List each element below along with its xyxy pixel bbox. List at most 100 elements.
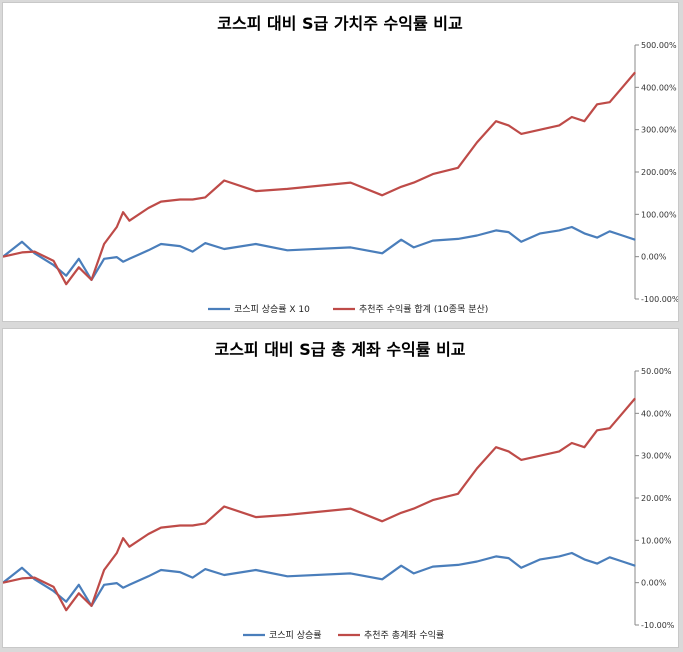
data-point bbox=[495, 120, 497, 122]
data-point bbox=[495, 229, 497, 232]
data-point bbox=[116, 582, 118, 584]
data-point bbox=[223, 248, 225, 250]
y-tick-label: -10.00% bbox=[641, 621, 675, 630]
data-point bbox=[634, 565, 636, 567]
y-tick-label: 0.00% bbox=[641, 579, 667, 588]
data-point bbox=[160, 527, 162, 529]
data-point bbox=[255, 516, 257, 518]
data-point bbox=[65, 601, 67, 603]
data-point bbox=[413, 507, 415, 510]
y-tick-label: -100.00% bbox=[641, 295, 678, 304]
data-point bbox=[65, 283, 67, 285]
data-point bbox=[432, 565, 434, 568]
data-point bbox=[78, 584, 80, 586]
legend-label: 추천주 총계좌 수익률 bbox=[364, 629, 444, 641]
data-point bbox=[508, 450, 510, 453]
data-point bbox=[90, 279, 93, 281]
y-tick-label: 400.00% bbox=[641, 83, 677, 92]
data-point bbox=[128, 220, 130, 222]
data-point bbox=[3, 256, 4, 258]
data-point bbox=[90, 605, 93, 607]
data-point bbox=[160, 243, 162, 245]
series-line-0 bbox=[3, 551, 636, 607]
data-point bbox=[457, 167, 459, 169]
data-point bbox=[596, 563, 598, 565]
data-point bbox=[122, 261, 124, 263]
data-point bbox=[583, 446, 586, 448]
data-point bbox=[558, 555, 560, 558]
data-point bbox=[147, 249, 149, 251]
data-point bbox=[147, 207, 149, 209]
data-point bbox=[192, 198, 194, 201]
data-point bbox=[476, 141, 478, 143]
data-point bbox=[381, 520, 383, 522]
data-point bbox=[21, 567, 23, 569]
chart-total-account: 코스피 대비 S급 총 계좌 수익률 비교 50.00% 40.00% 30.00% 2… bbox=[3, 340, 675, 641]
data-point bbox=[78, 266, 80, 268]
data-point bbox=[381, 194, 383, 196]
data-point bbox=[223, 505, 225, 508]
data-point bbox=[609, 556, 611, 558]
y-tick-label: 30.00% bbox=[641, 452, 672, 461]
data-point bbox=[34, 576, 36, 579]
chart-value-stocks: 코스피 대비 S급 가치주 수익률 비교 500.00% 400.00% 300.00… bbox=[3, 14, 678, 315]
data-point bbox=[476, 234, 478, 237]
data-point bbox=[457, 238, 459, 240]
data-point bbox=[457, 564, 459, 566]
chart-title: 코스피 대비 S급 가치주 수익률 비교 bbox=[217, 14, 463, 33]
data-point bbox=[609, 101, 611, 103]
data-point bbox=[596, 103, 598, 105]
y-tick-label: 40.00% bbox=[641, 409, 672, 418]
data-point bbox=[286, 575, 288, 577]
data-point bbox=[413, 246, 415, 248]
data-point bbox=[400, 565, 402, 567]
data-point bbox=[596, 237, 598, 239]
data-point bbox=[192, 524, 194, 527]
data-point bbox=[3, 582, 4, 584]
data-point bbox=[179, 245, 181, 247]
data-point bbox=[583, 558, 586, 560]
data-point bbox=[21, 577, 23, 580]
data-point bbox=[520, 241, 522, 243]
y-tick-label: 100.00% bbox=[641, 210, 677, 219]
data-point bbox=[147, 533, 149, 535]
data-point bbox=[634, 71, 636, 74]
data-point bbox=[286, 249, 288, 251]
y-tick-label: 200.00% bbox=[641, 168, 677, 177]
data-point bbox=[255, 569, 257, 571]
data-point bbox=[432, 173, 434, 175]
data-point bbox=[160, 201, 162, 203]
data-point bbox=[400, 239, 402, 241]
data-point bbox=[558, 124, 560, 127]
data-point bbox=[52, 260, 55, 262]
data-point bbox=[634, 239, 636, 241]
data-point bbox=[583, 232, 586, 234]
data-point bbox=[571, 226, 573, 228]
data-point bbox=[65, 609, 67, 611]
data-point bbox=[128, 546, 130, 548]
data-point bbox=[286, 188, 288, 190]
data-point bbox=[34, 252, 36, 254]
data-point bbox=[621, 86, 623, 88]
data-point bbox=[116, 256, 118, 258]
chart-title: 코스피 대비 S급 총 계좌 수익률 비교 bbox=[214, 340, 465, 359]
data-point bbox=[179, 524, 181, 527]
y-tick-label: 20.00% bbox=[641, 494, 672, 503]
data-point bbox=[286, 514, 288, 516]
data-point bbox=[255, 243, 257, 245]
data-point bbox=[381, 252, 383, 254]
data-point bbox=[621, 412, 623, 414]
chart-panel-value-stocks: 코스피 대비 S급 가치주 수익률 비교 500.00% 400.00% 300.00… bbox=[2, 2, 679, 322]
data-point bbox=[609, 230, 611, 232]
data-point bbox=[508, 557, 510, 559]
data-point bbox=[508, 231, 510, 233]
data-point bbox=[609, 427, 611, 429]
data-point bbox=[122, 537, 124, 539]
data-point bbox=[476, 467, 478, 469]
y-tick-label: 10.00% bbox=[641, 536, 672, 545]
data-point bbox=[457, 493, 459, 495]
data-point bbox=[122, 211, 124, 213]
data-point bbox=[432, 239, 434, 242]
data-point bbox=[621, 234, 623, 237]
y-tick-label: 50.00% bbox=[641, 367, 672, 376]
